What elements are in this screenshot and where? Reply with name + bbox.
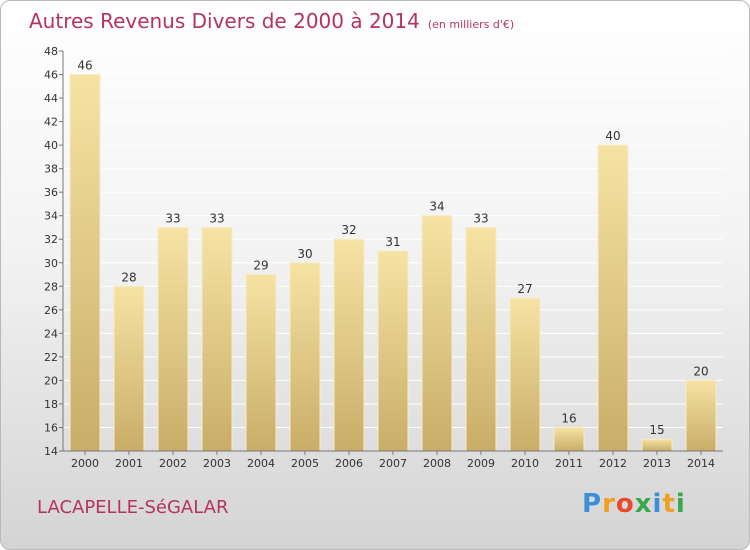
x-tick-label: 2000 [71, 457, 99, 470]
data-label: 32 [341, 223, 356, 237]
x-tick-label: 2013 [643, 457, 671, 470]
x-tick-label: 2011 [555, 457, 583, 470]
data-label: 46 [77, 59, 92, 73]
x-tick-label: 2005 [291, 457, 319, 470]
bar [509, 297, 541, 452]
y-tick-label: 46 [44, 69, 58, 82]
logo-letter: i [675, 489, 686, 519]
bar [245, 274, 277, 452]
bar [553, 426, 585, 452]
logo-letter: P [582, 489, 603, 519]
x-tick-label: 2003 [203, 457, 231, 470]
data-label: 31 [385, 235, 400, 249]
data-label: 30 [297, 247, 312, 261]
y-tick-label: 24 [44, 327, 58, 340]
logo-letter: i [652, 489, 663, 519]
bar [157, 226, 189, 452]
y-tick-label: 16 [44, 421, 58, 434]
x-tick-label: 2004 [247, 457, 275, 470]
bar [333, 238, 365, 452]
x-tick-label: 2001 [115, 457, 143, 470]
bar [685, 379, 717, 452]
y-tick-label: 32 [44, 233, 58, 246]
y-tick-label: 28 [44, 280, 58, 293]
data-label: 27 [517, 282, 532, 296]
title-block: Autres Revenus Divers de 2000 à 2014 (en … [29, 9, 514, 33]
labels: 14 16 18 20 22 24 26 28 30 32 34 36 38 40 42 44 46 48 46 20… [44, 45, 715, 470]
logo-letter: r [602, 489, 616, 519]
logo-letter: x [634, 489, 653, 519]
y-tick-label: 48 [44, 45, 58, 58]
bars [69, 74, 717, 452]
bar [201, 226, 233, 452]
chart-title: Autres Revenus Divers de 2000 à 2014 [29, 9, 420, 33]
x-tick-label: 2010 [511, 457, 539, 470]
x-tick-label: 2006 [335, 457, 363, 470]
y-tick-label: 30 [44, 257, 58, 270]
data-label: 16 [561, 411, 576, 425]
y-tick-label: 38 [44, 163, 58, 176]
y-tick-label: 44 [44, 92, 58, 105]
y-tick-label: 40 [44, 139, 58, 152]
bar [289, 262, 321, 452]
data-label: 20 [693, 364, 708, 378]
bar [113, 285, 145, 452]
bar [597, 144, 629, 452]
axes [59, 50, 723, 455]
x-tick-label: 2007 [379, 457, 407, 470]
y-tick-label: 34 [44, 210, 58, 223]
data-label: 40 [605, 129, 620, 143]
bar [69, 74, 101, 452]
data-label: 33 [165, 211, 180, 225]
y-tick-label: 14 [44, 445, 58, 458]
chart-subtitle: (en milliers d'€) [427, 18, 515, 31]
x-tick-label: 2008 [423, 457, 451, 470]
bar [465, 226, 497, 452]
data-label: 33 [473, 211, 488, 225]
x-tick-label: 2012 [599, 457, 627, 470]
data-label: 15 [649, 423, 664, 437]
data-label: 28 [121, 270, 136, 284]
bar [377, 250, 409, 452]
bar [421, 215, 453, 452]
logo-letter: t [662, 489, 676, 519]
data-label: 33 [209, 211, 224, 225]
proxiti-logo: Proxiti [582, 489, 686, 519]
y-tick-label: 18 [44, 398, 58, 411]
x-tick-label: 2014 [687, 457, 715, 470]
y-tick-label: 26 [44, 304, 58, 317]
logo-letter: o [615, 489, 635, 519]
data-label: 34 [429, 200, 444, 214]
x-tick-label: 2002 [159, 457, 187, 470]
y-tick-label: 22 [44, 351, 58, 364]
y-tick-label: 42 [44, 116, 58, 129]
y-tick-label: 36 [44, 186, 58, 199]
data-label: 29 [253, 259, 268, 273]
x-tick-label: 2009 [467, 457, 495, 470]
y-tick-label: 20 [44, 374, 58, 387]
commune-name: LACAPELLE-SéGALAR [37, 497, 229, 518]
bar [641, 438, 673, 452]
